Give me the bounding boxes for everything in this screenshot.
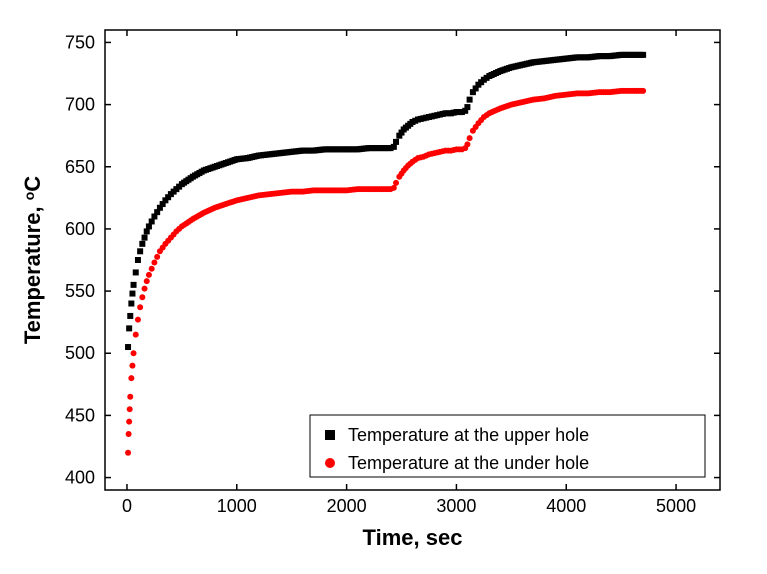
- x-tick-label: 5000: [656, 496, 696, 516]
- x-tick-label: 2000: [327, 496, 367, 516]
- y-tick-label: 750: [65, 32, 95, 52]
- y-tick-label: 700: [65, 95, 95, 115]
- y-tick-label: 400: [65, 468, 95, 488]
- x-tick-label: 0: [122, 496, 132, 516]
- legend-marker: [325, 430, 335, 440]
- y-tick-label: 450: [65, 405, 95, 425]
- x-axis-label: Time, sec: [363, 525, 463, 550]
- y-tick-label: 550: [65, 281, 95, 301]
- chart-container: 0 1000 2000 3000 4000 5000 400 450 500 550 600 650 7…: [0, 0, 767, 574]
- y-axis-label: Temperature, oC: [20, 176, 45, 344]
- x-tick-label: 3000: [436, 496, 476, 516]
- y-tick-label: 600: [65, 219, 95, 239]
- temperature-chart: 0 1000 2000 3000 4000 5000 400 450 500 550 600 650 7…: [0, 0, 767, 574]
- legend-label: Temperature at the under hole: [348, 453, 589, 473]
- x-tick-label: 1000: [217, 496, 257, 516]
- y-tick-label: 500: [65, 343, 95, 363]
- legend-label: Temperature at the upper hole: [348, 425, 589, 445]
- x-tick-label: 4000: [546, 496, 586, 516]
- legend-marker: [325, 458, 335, 468]
- y-tick-label: 650: [65, 157, 95, 177]
